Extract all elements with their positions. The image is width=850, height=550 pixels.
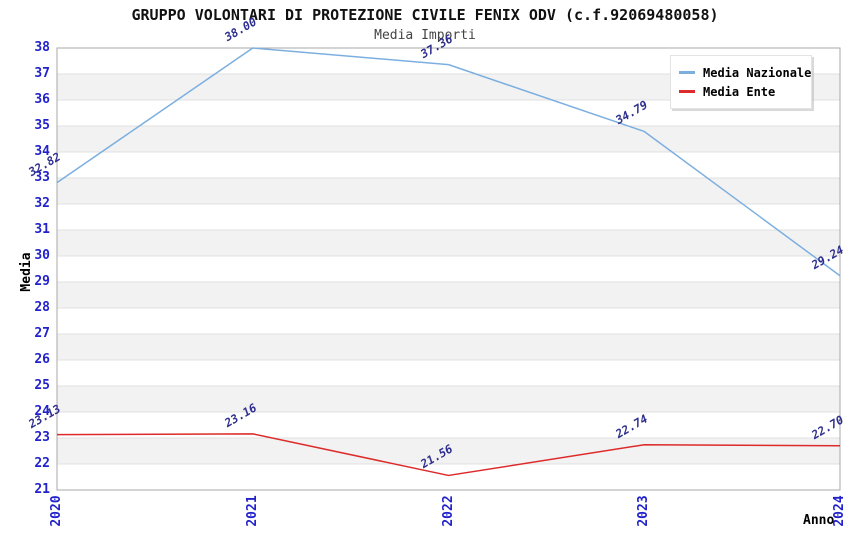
grid-band [57,152,840,178]
y-tick-label: 33 [34,170,50,185]
legend-swatch-icon [679,90,695,93]
x-tick-label: 2024 [832,495,847,527]
legend-item: Media Nazionale [679,63,811,82]
grid-band [57,308,840,334]
grid-band [57,126,840,152]
grid-band [57,282,840,308]
x-tick-label: 2023 [636,495,652,527]
y-tick-label: 32 [34,196,50,211]
y-tick-label: 30 [34,248,50,263]
chart-subtitle: Media Importi [374,28,476,43]
legend-swatch-icon [679,71,695,74]
grid-band [57,256,840,282]
legend-label: Media Nazionale [703,65,812,80]
grid-band [57,334,840,360]
chart-title: GRUPPO VOLONTARI DI PROTEZIONE CIVILE FE… [131,6,719,24]
x-tick-label: 2020 [49,495,64,527]
y-tick-label: 26 [34,352,50,367]
y-tick-label: 36 [34,92,50,107]
legend-item: Media Ente [679,82,803,101]
x-axis-title: Anno [803,513,835,528]
y-tick-label: 29 [34,274,50,289]
y-tick-label: 25 [34,378,50,393]
plot-border [56,47,841,491]
x-tick-label: 2021 [244,495,260,527]
grid-band [57,204,840,230]
x-tick-label: 2022 [440,495,456,527]
y-tick-label: 27 [34,326,50,341]
series-line-media-ente [56,433,841,477]
y-tick-label: 21 [34,482,50,497]
grid-band [57,438,840,464]
y-tick-label: 22 [34,456,50,471]
legend: Media Nazionale Media Ente [670,55,812,109]
grid-band [57,360,840,386]
legend-label: Media Ente [703,84,776,99]
y-tick-label: 31 [34,222,50,237]
grid-band [57,464,840,490]
grid-band [57,386,840,412]
y-tick-label: 37 [34,66,50,81]
y-tick-label: 38 [34,40,50,55]
series-line-media-nazionale [56,47,841,277]
y-tick-label: 23 [34,430,50,445]
grid-band [57,230,840,256]
grid-band [57,178,840,204]
y-tick-label: 35 [34,118,50,133]
y-tick-label: 28 [34,300,50,315]
y-tick-label: 34 [34,144,50,159]
y-tick-label: 24 [34,404,50,419]
